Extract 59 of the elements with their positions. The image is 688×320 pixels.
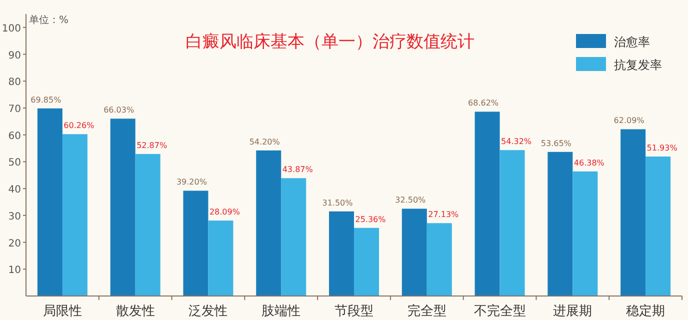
data-label: 31.50% <box>322 198 354 208</box>
y-tick-label: 40 <box>8 184 21 196</box>
bar <box>572 171 598 296</box>
bar <box>474 112 500 296</box>
x-tick-label: 节段型 <box>334 304 374 319</box>
data-label: 60.26% <box>64 121 95 130</box>
data-label: 39.20% <box>176 178 208 187</box>
y-tick-label: 100 <box>2 23 21 34</box>
bar <box>500 150 525 296</box>
legend-label: 治愈率 <box>614 35 650 49</box>
legend-label: 抗复发率 <box>614 58 662 72</box>
y-tick-label: 10 <box>8 265 21 276</box>
bar <box>620 129 646 296</box>
data-label: 32.50% <box>395 196 426 205</box>
bar <box>402 208 427 296</box>
data-label: 52.87% <box>136 141 168 150</box>
bar <box>110 118 136 296</box>
data-label: 43.87% <box>282 165 314 174</box>
data-label: 46.38% <box>574 158 605 168</box>
bar <box>329 211 354 296</box>
x-tick-label: 稳定期 <box>626 304 666 319</box>
data-label: 69.85% <box>30 95 62 104</box>
x-tick-label: 散发性 <box>116 304 155 319</box>
text: 白癜风临床基本（单一）治疗数值统计 <box>186 32 474 52</box>
data-label: 51.93% <box>646 144 678 153</box>
bar <box>256 150 282 296</box>
bar <box>208 220 234 296</box>
y-tick-label: 70 <box>8 104 21 115</box>
bar <box>354 228 379 296</box>
y-tick-label: 60 <box>8 130 21 142</box>
bar <box>183 190 208 296</box>
bar <box>548 152 573 296</box>
bar <box>135 154 160 296</box>
data-label: 54.20% <box>249 137 280 146</box>
y-tick-label: 90 <box>8 50 21 62</box>
bar <box>37 108 62 296</box>
data-label: 25.36% <box>355 214 386 224</box>
data-label: 66.03% <box>104 106 134 115</box>
y-tick-label: 30 <box>8 211 21 222</box>
data-label: 62.09% <box>614 116 645 126</box>
x-tick-label: 完全型 <box>407 303 446 319</box>
data-label: 27.13% <box>428 210 460 220</box>
data-label: 28.09% <box>209 208 240 217</box>
x-tick-label: 泛发性 <box>188 304 228 319</box>
x-tick-label: 进展期 <box>553 304 592 319</box>
x-tick-label: 局限性 <box>42 304 82 319</box>
data-label: 68.62% <box>468 98 499 108</box>
y-axis-title: 单位：% <box>29 14 69 26</box>
bar <box>646 156 671 296</box>
y-tick-label: 80 <box>8 77 21 88</box>
bar <box>426 223 452 296</box>
data-label: 53.65% <box>540 138 572 148</box>
y-tick-label: 20 <box>8 238 21 250</box>
bar <box>62 134 88 296</box>
y-tick-label: 50 <box>8 158 21 169</box>
x-tick-label: 肢端性 <box>262 304 301 319</box>
x-tick-label: 不完全型 <box>474 303 526 319</box>
bar <box>281 178 306 296</box>
data-label: 54.32% <box>501 137 532 146</box>
